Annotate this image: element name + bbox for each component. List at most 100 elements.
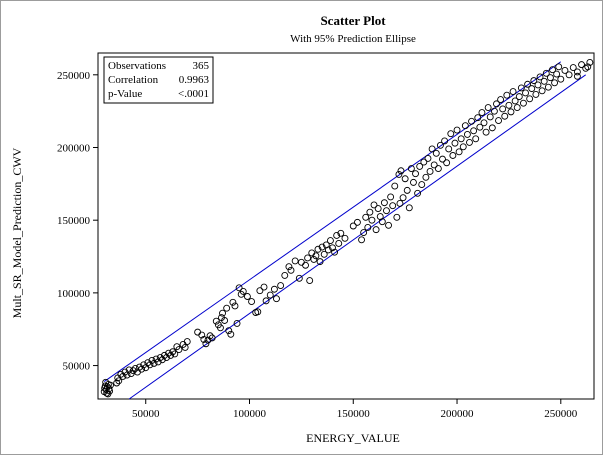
data-point [285, 263, 293, 271]
data-point [171, 350, 179, 358]
data-point [474, 114, 482, 122]
data-point [163, 354, 170, 362]
data-point [372, 226, 380, 234]
data-point [441, 137, 449, 145]
chart-title: Scatter Plot [320, 13, 386, 28]
data-point [374, 205, 382, 213]
data-point [181, 343, 189, 351]
data-point [146, 361, 154, 369]
data-point [370, 201, 378, 209]
data-point [542, 69, 550, 77]
y-tick-label: 200000 [57, 142, 91, 154]
data-point [360, 229, 368, 236]
data-point [451, 139, 459, 147]
data-point [243, 293, 251, 300]
data-point [385, 221, 392, 229]
data-point [405, 204, 413, 212]
data-point [183, 338, 191, 346]
data-point [420, 158, 428, 166]
prediction-ellipse-lower [128, 74, 586, 400]
y-tick-label: 50000 [63, 361, 91, 373]
data-point [129, 367, 137, 375]
data-point [324, 246, 332, 254]
data-point [115, 377, 123, 385]
data-point [204, 336, 212, 344]
data-point [262, 297, 270, 305]
data-point [331, 248, 339, 256]
data-point [528, 85, 536, 93]
data-point [194, 328, 202, 336]
data-point [507, 108, 515, 116]
data-point [532, 90, 540, 98]
stats-value: 365 [193, 60, 210, 72]
y-tick-label: 150000 [57, 215, 91, 227]
data-point [436, 141, 444, 149]
data-point [212, 317, 220, 325]
data-point [482, 128, 490, 136]
data-point [582, 64, 590, 72]
data-point [349, 222, 357, 230]
x-tick-label: 50000 [132, 408, 160, 420]
data-point [287, 266, 295, 274]
data-point [270, 285, 278, 293]
data-point [314, 245, 322, 253]
data-point [457, 135, 465, 143]
data-point [239, 287, 247, 295]
data-point [513, 104, 521, 111]
stats-label: Correlation [108, 74, 159, 86]
data-point [119, 373, 127, 380]
data-point [396, 200, 404, 207]
data-point [113, 379, 121, 387]
data-point [586, 58, 594, 66]
data-point [565, 71, 573, 79]
data-point [353, 218, 361, 226]
data-point [468, 117, 476, 125]
data-point [416, 162, 424, 170]
x-tick-label: 200000 [441, 408, 475, 420]
data-point [459, 143, 467, 151]
data-point [397, 167, 405, 175]
data-point [536, 73, 544, 81]
data-point [208, 334, 216, 342]
data-point [403, 186, 411, 194]
data-point [306, 277, 314, 284]
data-point [432, 149, 440, 157]
prediction-ellipse-upper [103, 61, 562, 382]
data-point [509, 88, 517, 95]
data-point [569, 64, 577, 71]
y-tick-label: 100000 [57, 288, 91, 300]
data-point [538, 87, 546, 95]
data-point [484, 104, 492, 111]
data-point [553, 70, 561, 78]
data-point [557, 75, 565, 83]
data-point [493, 100, 500, 108]
data-point [430, 161, 438, 169]
data-point [472, 135, 480, 143]
x-tick-label: 150000 [337, 408, 371, 420]
data-point [273, 295, 280, 303]
data-point [227, 330, 235, 338]
data-point [310, 255, 318, 263]
data-point [422, 173, 430, 181]
data-point [488, 124, 496, 132]
data-point [308, 249, 316, 257]
data-point [383, 207, 390, 215]
data-point [486, 113, 494, 121]
data-point [478, 109, 486, 117]
data-point [519, 99, 527, 107]
data-point [515, 93, 523, 101]
data-point [407, 165, 415, 173]
data-point [401, 175, 409, 183]
data-point [304, 254, 312, 262]
data-point [333, 231, 341, 239]
data-point [380, 199, 388, 207]
data-point [297, 258, 305, 266]
data-point [549, 66, 556, 74]
data-point [341, 234, 349, 242]
data-point [169, 348, 177, 356]
data-point [534, 81, 542, 89]
y-tick-label: 250000 [57, 70, 91, 82]
data-point [578, 61, 585, 69]
